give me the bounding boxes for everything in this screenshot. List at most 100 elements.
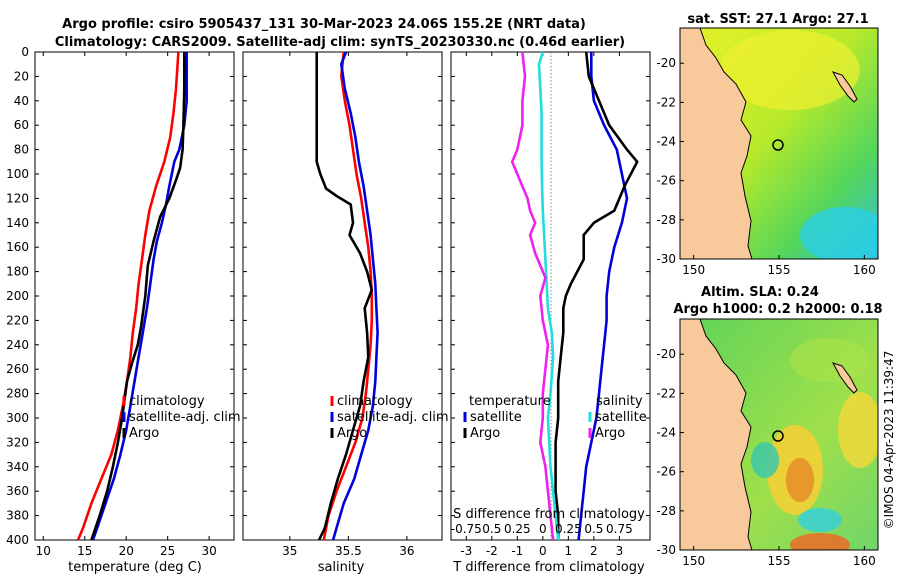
figure-title-line1: Argo profile: csiro 5905437_131 30-Mar-2… — [62, 17, 586, 32]
s-difference-ticks: -0.75 0.5 0.25 0 0.25 0.5 0.75 — [451, 522, 633, 536]
s-tick-label: 0.5 — [482, 522, 501, 536]
sst-map — [680, 28, 878, 259]
t-difference-xlabel: T difference from climatology — [452, 560, 645, 575]
map-y-tick-label: -26 — [656, 174, 676, 188]
depth-tick-label: 280 — [6, 387, 29, 401]
depth-tick-label: 20 — [14, 69, 29, 83]
legend-label-satellite: satellite-adj. clim — [129, 410, 241, 425]
map-y-tick-label: -24 — [656, 135, 676, 149]
sst-cool-patch — [800, 207, 878, 259]
series-line-s-argo — [510, 51, 555, 541]
figure-title-line2: Climatology: CARS2009. Satellite-adj cli… — [55, 35, 625, 50]
salinity-panel-frame — [242, 51, 443, 541]
temperature-panel-frame — [34, 51, 235, 541]
legend-label-argo: Argo — [337, 426, 367, 441]
s-tick-label: 0.5 — [584, 522, 603, 536]
legend-label-climatology: climatology — [129, 394, 205, 409]
depth-tick-label: 160 — [6, 240, 29, 254]
series-line-argo — [315, 52, 374, 541]
sst-map-axes: 150 155 160 -20 -22 -24 -26 -28 -30 — [656, 56, 875, 277]
legend-label-s-argo: Argo — [595, 426, 625, 441]
legend-heading-temperature: temperature — [469, 394, 551, 409]
x-tick-label: 20 — [119, 544, 134, 558]
depth-tick-label: 80 — [14, 143, 29, 157]
map-x-tick-label: 155 — [768, 554, 791, 568]
s-tick-label: 0.25 — [555, 522, 582, 536]
map-y-tick-label: -30 — [656, 543, 676, 557]
sla-map-axes: 150 155 160 -20 -22 -24 -26 -28 -30 — [656, 347, 875, 568]
map-y-tick-label: -22 — [656, 95, 676, 109]
sla-high-patch — [838, 392, 878, 468]
x-tick-label: 35 — [282, 544, 297, 558]
sla-low-patch — [798, 508, 842, 532]
legend-label-s-satellite: satellite — [595, 410, 647, 425]
map-y-tick-label: -20 — [656, 347, 676, 361]
depth-tick-label: 380 — [6, 509, 29, 523]
sst-warm-patch — [720, 30, 860, 110]
legend-label-t-satellite: satellite — [470, 410, 522, 425]
map-y-tick-label: -20 — [656, 56, 676, 70]
temperature-xlabel: temperature (deg C) — [68, 560, 202, 575]
depth-tick-label: 100 — [6, 167, 29, 181]
depth-tick-label: 300 — [6, 411, 29, 425]
x-tick-label: 2 — [590, 544, 598, 558]
x-tick-label: -2 — [486, 544, 498, 558]
sla-island — [831, 362, 858, 394]
map-x-tick-label: 150 — [682, 263, 705, 277]
series-line-s-satellite — [537, 51, 560, 541]
depth-tick-label: 220 — [6, 313, 29, 327]
sla-map-title-line1: Altim. SLA: 0.24 — [701, 285, 819, 300]
map-x-tick-label: 160 — [853, 263, 876, 277]
legend-label-t-argo: Argo — [470, 426, 500, 441]
profile-marker — [772, 139, 784, 151]
imos-timestamp: ©IMOS 04-Apr-2023 11:39:47 — [882, 351, 896, 530]
legend-label-argo: Argo — [129, 426, 159, 441]
legend-label-climatology: climatology — [337, 394, 413, 409]
sst-map-title: sat. SST: 27.1 Argo: 27.1 — [687, 12, 868, 27]
sla-map — [680, 319, 878, 550]
depth-tick-label: 140 — [6, 216, 29, 230]
depth-tick-label: 40 — [14, 94, 29, 108]
depth-axis: 0 20 40 60 80 100 120 140 160 180 200 220 240 260 280 3… — [6, 45, 29, 547]
salinity-panel: 35 35.5 36 — [243, 51, 442, 558]
x-tick-label: -1 — [511, 544, 523, 558]
depth-tick-label: 60 — [14, 118, 29, 132]
map-y-tick-label: -26 — [656, 465, 676, 479]
sla-land — [680, 319, 753, 550]
temperature-panel: 10 15 20 25 30 — [35, 51, 234, 558]
sla-map-title-line2: Argo h1000: 0.2 h2000: 0.18 — [673, 302, 882, 317]
salinity-xlabel: salinity — [318, 560, 365, 575]
x-tick-label: -3 — [460, 544, 472, 558]
map-y-tick-label: -24 — [656, 426, 676, 440]
legend-label-satellite: satellite-adj. clim — [337, 410, 449, 425]
map-x-tick-label: 150 — [682, 554, 705, 568]
x-tick-label: 1 — [565, 544, 573, 558]
map-y-tick-label: -28 — [656, 213, 676, 227]
series-line-t-argo — [554, 51, 639, 540]
depth-tick-label: 320 — [6, 435, 29, 449]
depth-tick-label: 200 — [6, 289, 29, 303]
sst-island — [831, 71, 858, 103]
x-tick-label: 3 — [616, 544, 624, 558]
series-line-argo — [90, 52, 186, 541]
series-line-t-satellite — [577, 52, 629, 541]
x-tick-label: 35.5 — [335, 544, 362, 558]
s-tick-label: 0 — [539, 522, 547, 536]
sst-land — [680, 28, 753, 259]
x-tick-label: 25 — [160, 544, 175, 558]
depth-tick-label: 120 — [6, 191, 29, 205]
series-line-satellite-adj-clim — [331, 51, 379, 541]
map-y-tick-label: -30 — [656, 252, 676, 266]
depth-tick-label: 0 — [21, 45, 29, 59]
series-line-climatology — [76, 51, 180, 541]
sla-high-patch — [790, 338, 870, 382]
difference-panel: -3 -2 -1 0 1 2 3 — [451, 51, 650, 558]
map-x-tick-label: 155 — [768, 263, 791, 277]
x-tick-label: 30 — [201, 544, 216, 558]
salinity-legend: climatology satellite-adj. clim Argo — [330, 394, 449, 441]
legend-heading-salinity: salinity — [596, 394, 643, 409]
x-tick-label: 15 — [77, 544, 92, 558]
series-line-satellite-adj-clim — [91, 52, 188, 541]
depth-tick-label: 260 — [6, 362, 29, 376]
